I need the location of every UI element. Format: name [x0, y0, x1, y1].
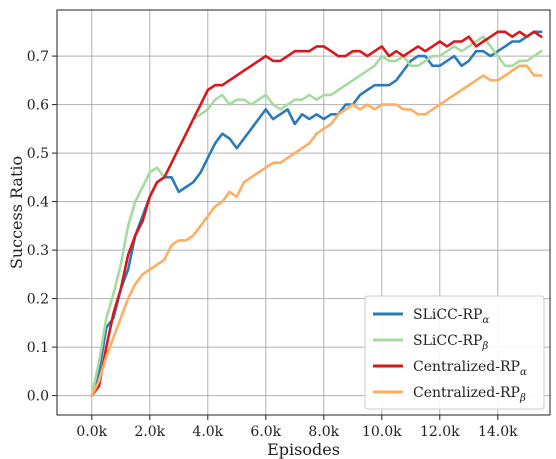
plot-frame: [56, 9, 551, 416]
legend-entry: Centralized-RPα: [413, 359, 527, 378]
x-axis-title: Episodes: [267, 440, 340, 459]
series-lines: [90, 30, 543, 397]
x-tick-label: 0.0k: [76, 424, 107, 440]
legend-entry: SLiCC-RPα: [413, 307, 489, 326]
x-tick-label: 12.0k: [420, 424, 460, 440]
legend-entry: SLiCC-RPβ: [413, 333, 488, 352]
y-tick-label: 0.0: [27, 389, 49, 405]
legend-entry: Centralized-RPβ: [413, 385, 526, 404]
legend: SLiCC-RPαSLiCC-RPβCentralized-RPαCentral…: [364, 295, 545, 410]
x-tick-label: 2.0k: [134, 424, 165, 440]
y-tick-label: 0.1: [27, 340, 49, 356]
legend-entry-subscript: α: [482, 315, 489, 326]
grid-lines: [57, 10, 550, 415]
x-tick-label: 4.0k: [192, 424, 223, 440]
x-tick-label: 6.0k: [250, 424, 281, 440]
x-tick-label: 8.0k: [308, 424, 339, 440]
series-line-1: [90, 30, 543, 397]
y-tick-label: 0.6: [27, 98, 49, 114]
y-tick-label: 0.3: [27, 243, 49, 259]
legend-entry-name: Centralized-RP: [413, 385, 520, 401]
y-tick-label: 0.2: [27, 292, 49, 308]
y-tick-label: 0.5: [27, 146, 49, 162]
x-axis-ticks: 0.0k 2.0k 4.0k 6.0k 8.0k 10.0k 12.0k 14.0k: [76, 415, 518, 440]
legend-box: [364, 295, 545, 410]
x-tick-label: 10.0k: [362, 424, 402, 440]
x-tick-label: 14.0k: [478, 424, 518, 440]
series-line-3: [90, 30, 543, 397]
legend-entry-name: SLiCC-RP: [413, 333, 482, 349]
y-axis-ticks: 0.0 0.1 0.2 0.3 0.4 0.5 0.6 0.7: [27, 49, 57, 405]
y-tick-label: 0.7: [27, 49, 49, 65]
y-tick-label: 0.4: [27, 195, 49, 211]
legend-entry-name: Centralized-RP: [413, 359, 520, 375]
legend-entry-subscript: β: [519, 393, 526, 404]
legend-entry-name: SLiCC-RP: [413, 307, 482, 323]
legend-entry-subscript: β: [481, 341, 488, 352]
series-line-4: [90, 64, 543, 397]
y-axis-title: Success Ratio: [7, 156, 26, 269]
series-line-2: [90, 35, 543, 397]
legend-entry-subscript: α: [520, 367, 527, 378]
